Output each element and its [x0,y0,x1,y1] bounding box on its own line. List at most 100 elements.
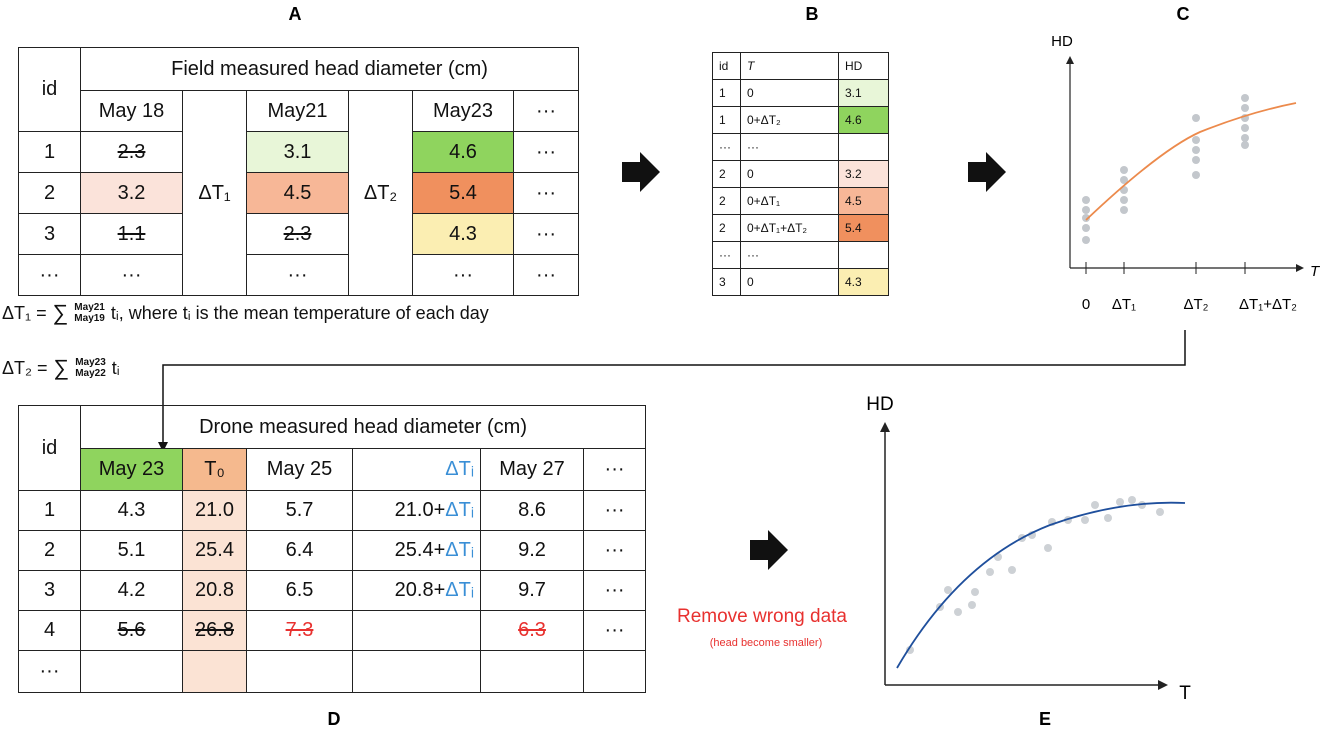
sample-dot [1241,104,1249,112]
sample-dot [1120,196,1128,204]
table-cell: ··· [740,241,839,269]
sample-dot [1081,516,1089,524]
sample-points [1082,94,1249,244]
table-cell: 20.8 [182,570,247,611]
sample-dot [1120,206,1128,214]
formula-sum: ∑ [53,355,70,380]
table-cell: May21 [246,90,349,132]
table-cell: 3.2 [80,172,183,214]
table-cell: 0 [740,79,839,107]
table-cell: ··· [512,213,580,255]
axis-head [1296,264,1304,272]
table-row: 3 4.2 20.8 6.5 20.8+ΔTᵢ 9.7 ··· [18,570,647,611]
table-cell [838,133,889,161]
sample-points [906,496,1164,654]
table-cell: 5.4 [838,214,889,242]
delta-term: ΔTᵢ [445,539,474,561]
table-row: May 23 T₀ May 25 ΔTᵢ May 27 ··· [19,448,647,491]
flow-arrow [622,152,660,192]
table-cell: ··· [582,490,647,531]
sample-dot [1192,171,1200,179]
table-cell: Field measured head diameter (cm) [79,47,580,91]
formula: ΔT₂ = ∑ May23 May22 tᵢ [2,355,120,381]
x-tick-label: ΔT₂ [1183,296,1208,313]
delta-term: ΔTᵢ [445,579,474,601]
table-cell: ··· [740,133,839,161]
table-cell: 25.4+ΔTᵢ [352,530,481,571]
sample-dot [1241,124,1249,132]
table-cell [582,650,647,693]
sample-dot [1104,514,1112,522]
table-cell: 0+ΔT₁ [740,187,839,215]
table-cell [246,650,353,693]
lower-limit: May22 [75,368,106,379]
panel-label: A [289,4,302,24]
table-cell: 4.3 [838,268,889,296]
table-cell: May23 [412,90,514,132]
table-row: 2 3.2 4.5 5.4 ··· [18,172,580,214]
table-cell: 0+ΔT₂ [740,106,839,134]
sample-dot [1082,214,1090,222]
table-row: May 18 ΔT₁ May21 ΔT₂ May23 ··· [19,90,580,296]
upper-limit: May21 [74,302,105,313]
annotation: Remove wrong data [677,606,847,627]
table-cell [352,610,481,651]
sample-dot [1082,236,1090,244]
x-tick-label: ΔT₁ [1112,296,1136,313]
table-cell: 4.3 [80,490,183,531]
table-cell: ··· [512,90,580,132]
table-cell: 5.6 [80,610,183,651]
formula-lhs: ΔT₂ = [2,357,48,378]
table-cell: id [18,405,81,491]
table-cell: 1.1 [80,213,183,255]
table-cell: 4.5 [838,187,889,215]
table-cell: Drone measured head diameter (cm) [79,405,647,449]
table-cell: ··· [712,133,741,161]
table-cell: 2 [712,160,741,188]
table-cell: ··· [512,172,580,214]
panel-label: C [1177,4,1190,24]
table-cell: 2 [712,214,741,242]
table-cell: ··· [582,448,647,491]
sample-dot [1116,498,1124,506]
table-cell: 6.4 [246,530,353,571]
table-row: id Drone measured head diameter (cm) [18,405,647,491]
table-cell: 1 [712,106,741,134]
table-cell: 1 [18,131,81,173]
table-cell: ··· [246,254,349,296]
table-cell [838,241,889,269]
table-row: 1 4.3 21.0 5.7 21.0+ΔTᵢ 8.6 ··· [18,490,647,531]
delta-term: ΔTᵢ [445,499,474,521]
table-cell: ··· [80,254,183,296]
table-cell: 4.6 [838,106,889,134]
table-row: 2 0 3.2 [712,160,889,188]
sample-dot [1241,94,1249,102]
table-row: ··· [18,650,647,693]
base-value: 21.0+ [394,499,446,521]
sample-dot [1192,146,1200,154]
table-cell: id [18,47,81,132]
table-cell: 26.8 [182,610,247,651]
formula-limits: May21 May19 [74,302,105,324]
table-row: ··· ··· ··· ··· ··· [18,254,580,296]
table-cell: 6.3 [480,610,584,651]
table-cell: 0 [740,268,839,296]
panel-label: D [328,709,341,729]
table-row: 3 0 4.3 [712,268,889,296]
sample-dot [971,588,979,596]
axis-head [1066,56,1074,64]
table-cell: ΔTᵢ [352,448,481,491]
sample-dot [986,568,994,576]
sample-dot [1082,196,1090,204]
sample-dot [1241,134,1249,142]
formula-text: tᵢ, where tᵢ is the mean temperature of … [110,302,489,323]
table-cell [182,650,247,693]
table-cell: 6.5 [246,570,353,611]
table-cell: 3 [18,213,81,255]
table-cell: ΔT₂ [348,90,413,296]
x-tick-label: 0 [1082,296,1090,313]
axis-label: T [1310,263,1320,280]
table-cell: 21.0 [182,490,247,531]
table-cell: 5.7 [246,490,353,531]
